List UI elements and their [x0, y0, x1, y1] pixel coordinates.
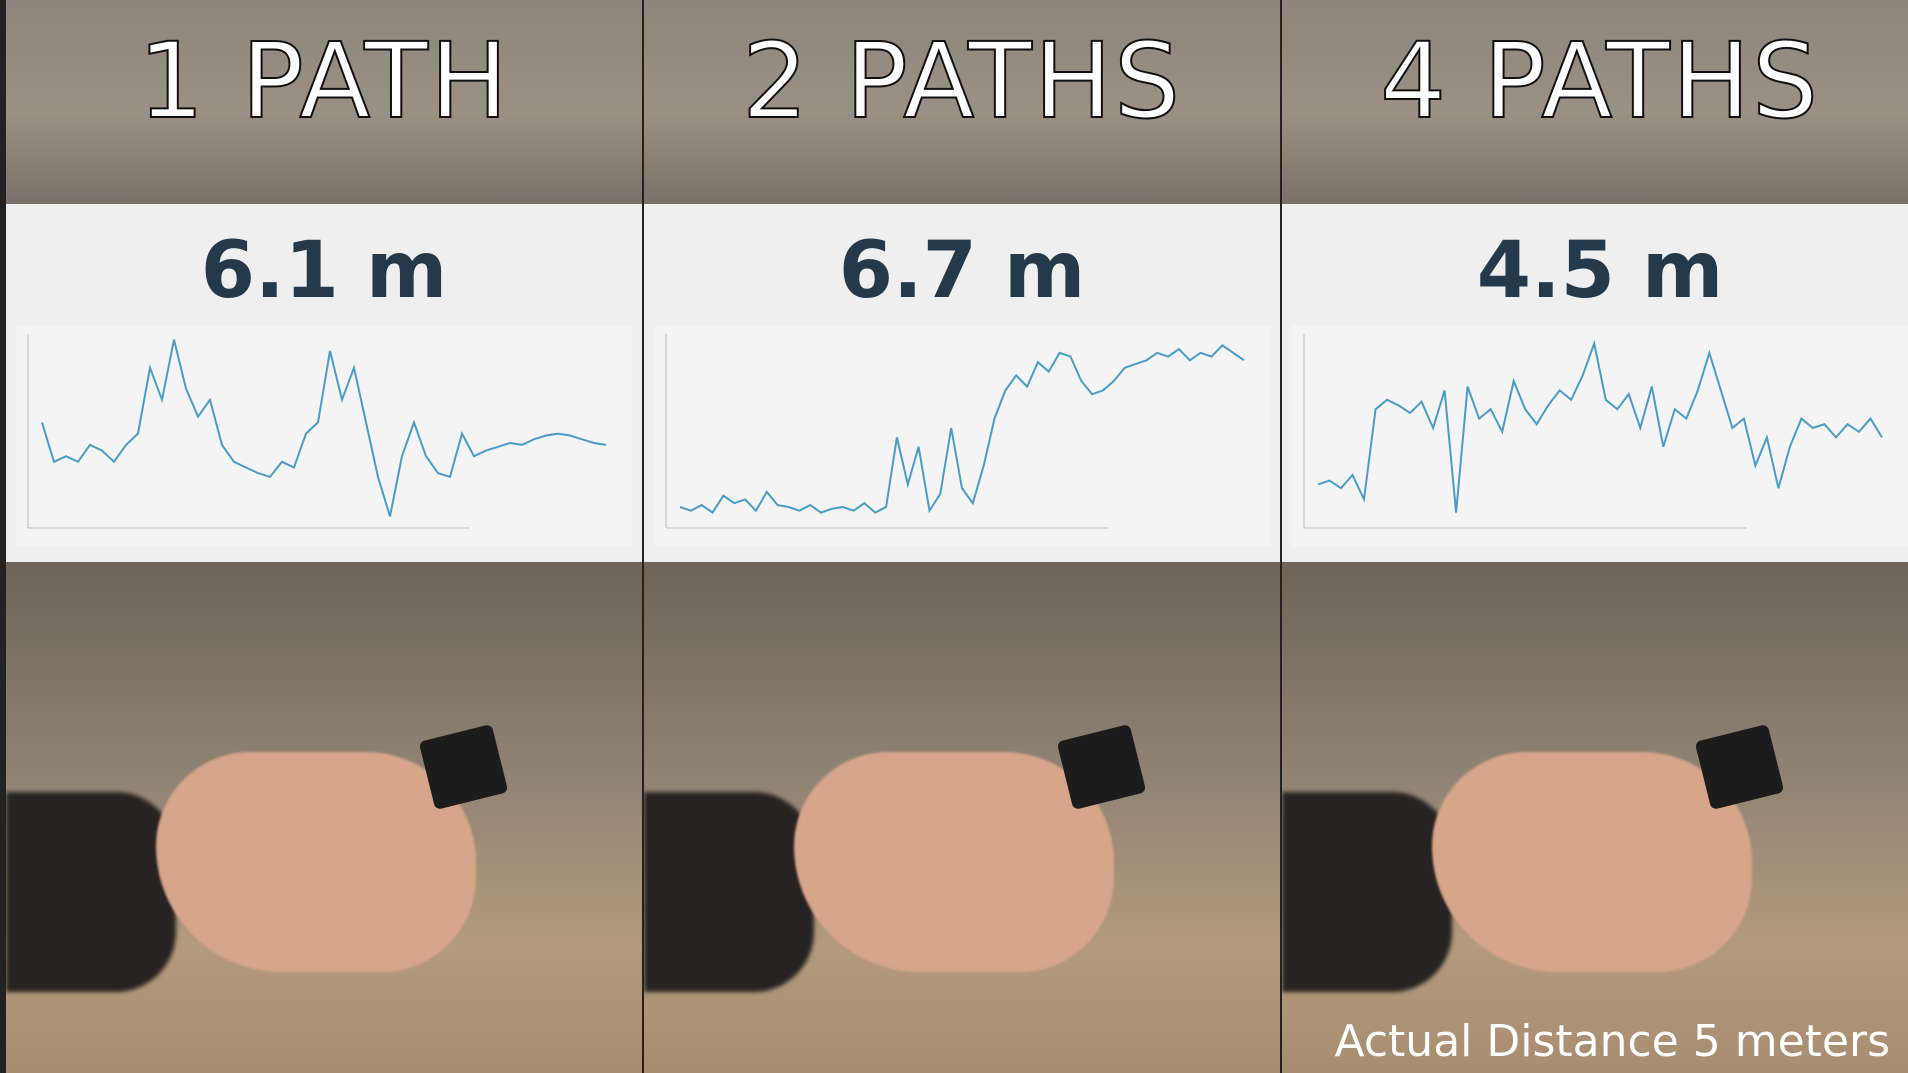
sleeve [644, 792, 814, 992]
panel: 4 PATHS 4.5 m [1282, 0, 1908, 1073]
sleeve [1282, 792, 1452, 992]
hand [156, 752, 476, 972]
panel: 1 PATH 6.1 m [6, 0, 642, 1073]
heading: 4 PATHS [1282, 20, 1908, 142]
hand [1432, 752, 1752, 972]
panel: 2 PATHS 6.7 m [644, 0, 1280, 1073]
hand [794, 752, 1114, 972]
result-band: 6.1 m [6, 204, 642, 562]
reading: 6.7 m [644, 226, 1280, 316]
reading: 4.5 m [1282, 226, 1908, 316]
photo [6, 562, 642, 1073]
chart [1292, 326, 1908, 546]
chart [654, 326, 1270, 546]
result-band: 4.5 m [1282, 204, 1908, 562]
title-band: 2 PATHS [644, 0, 1280, 204]
reading: 6.1 m [6, 226, 642, 316]
chart-bg [1292, 326, 1908, 546]
chart [16, 326, 632, 546]
photo [644, 562, 1280, 1073]
sleeve [6, 792, 176, 992]
heading: 1 PATH [6, 20, 642, 142]
heading: 2 PATHS [644, 20, 1280, 142]
device [1057, 724, 1147, 810]
device [1695, 724, 1785, 810]
chart-bg [654, 326, 1270, 546]
chart-bg [16, 326, 632, 546]
device [419, 724, 509, 810]
photo [1282, 562, 1908, 1073]
result-band: 6.7 m [644, 204, 1280, 562]
caption: Actual Distance 5 meters [1335, 1016, 1890, 1067]
title-band: 4 PATHS [1282, 0, 1908, 204]
video-frame: 1 PATH 6.1 m2 PATHS 6.7 m4 PATHS 4.5 m Actu… [0, 0, 1908, 1073]
title-band: 1 PATH [6, 0, 642, 204]
